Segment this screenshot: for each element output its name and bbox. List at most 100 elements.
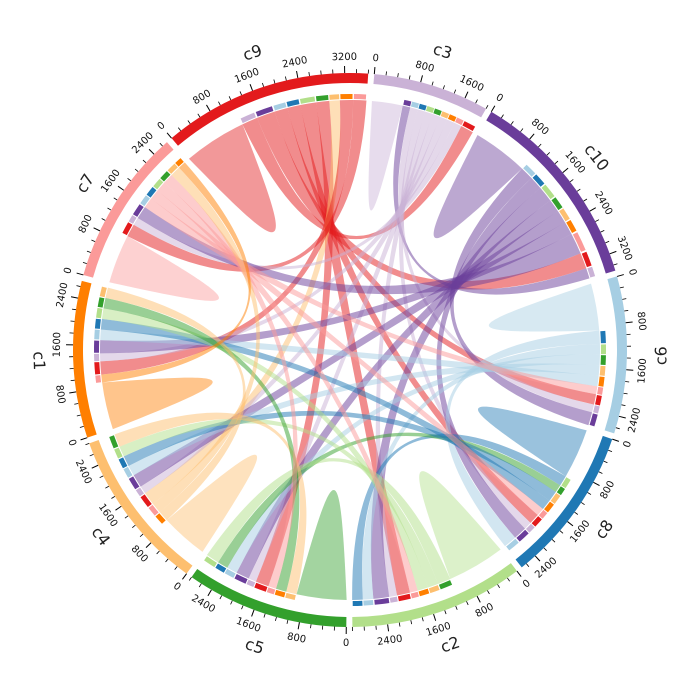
major-tick <box>387 624 390 632</box>
minor-tick <box>546 152 551 156</box>
strip-c8-to-c5 <box>556 486 565 496</box>
strip-c9-to-c3 <box>240 112 256 124</box>
self-chord-c5 <box>296 489 347 600</box>
tick-label-c6-0: 0 <box>626 268 638 277</box>
strip-c4-to-c1 <box>155 513 166 524</box>
strip-c6-to-c9 <box>595 394 602 406</box>
minor-tick <box>526 563 530 567</box>
major-tick <box>476 595 481 603</box>
tick-label-c1-2400: 2400 <box>55 282 71 309</box>
minor-tick <box>624 310 629 312</box>
self-chord-c1 <box>102 377 213 430</box>
strip-c3-to-c5 <box>433 108 442 116</box>
self-chord-c4 <box>166 454 258 552</box>
strip-c4-to-c6 <box>123 466 133 478</box>
major-tick <box>91 464 99 469</box>
minor-tick <box>500 114 504 119</box>
chord-c6-c2 <box>362 343 601 600</box>
chord-c3-c8 <box>398 109 531 529</box>
strip-c4-to-c9 <box>140 494 152 508</box>
tick-label-c9-2400: 2400 <box>281 55 308 71</box>
strip-c5-to-c8 <box>215 563 227 573</box>
strip-c9-to-c6 <box>273 102 287 111</box>
tick-label-c4-2400: 2400 <box>73 458 94 486</box>
tick-label-c5-1600: 1600 <box>234 616 262 635</box>
tick-label-c2-2400: 2400 <box>377 634 404 648</box>
segment-label-c3: c3 <box>431 39 455 63</box>
tick-label-c5-800: 800 <box>286 631 307 645</box>
segment-arc-c10 <box>486 111 616 274</box>
strip-c1-to-c6 <box>94 329 100 340</box>
minor-tick <box>621 404 626 406</box>
tick-label-c6-800: 800 <box>635 311 648 331</box>
major-tick <box>618 415 626 419</box>
strip-c9-to-c10 <box>255 106 274 117</box>
tick-label-c9-1600: 1600 <box>233 67 261 86</box>
minor-tick <box>397 73 399 78</box>
tick-label-c3-1600: 1600 <box>458 74 486 95</box>
tick-label-c8-1600: 1600 <box>568 518 592 545</box>
major-tick <box>117 185 125 191</box>
minor-tick <box>453 89 457 94</box>
strip-c6-to-c1 <box>598 376 605 387</box>
tick-label-c10-2400: 2400 <box>592 190 614 218</box>
strip-c7-to-c2 <box>153 178 164 190</box>
major-tick <box>516 570 522 577</box>
strip-c5-to-c3 <box>246 579 256 588</box>
major-tick <box>251 609 255 617</box>
strip-c6-to-c3 <box>593 405 600 414</box>
minor-tick <box>408 75 411 80</box>
major-tick <box>609 250 617 255</box>
major-tick <box>593 481 600 487</box>
major-tick <box>625 321 633 324</box>
tick-label-c6-2400: 2400 <box>627 407 644 434</box>
minor-tick <box>134 168 139 172</box>
self-chord-c2 <box>419 471 501 580</box>
minor-tick <box>91 239 96 242</box>
minor-tick <box>600 230 605 233</box>
strip-c6-to-c10 <box>589 413 598 427</box>
major-tick <box>612 438 620 442</box>
minor-tick <box>187 120 191 124</box>
minor-tick <box>142 159 147 164</box>
segment-arc-c7 <box>83 142 174 278</box>
chord-c9-c10 <box>257 111 587 290</box>
self-chord-links <box>102 100 600 600</box>
tick-label-c10-800: 800 <box>529 117 551 138</box>
strip-c10-to-c1 <box>566 219 577 233</box>
chord-c6-c4 <box>128 363 600 476</box>
minor-tick <box>230 600 233 605</box>
minor-tick <box>421 617 424 622</box>
segment-label-c7: c7 <box>72 170 98 196</box>
major-tick <box>373 67 376 75</box>
minor-tick <box>576 188 581 192</box>
strip-c4-to-c10 <box>128 476 140 490</box>
tick-label-c3-800: 800 <box>414 59 435 75</box>
major-tick <box>93 227 101 232</box>
minor-tick <box>218 101 221 106</box>
minor-tick <box>543 547 547 551</box>
minor-tick <box>273 79 276 84</box>
tick-label-c10-0: 0 <box>494 92 505 105</box>
tick-label-c9-0: 0 <box>156 120 168 133</box>
tick-label-c1-0: 0 <box>65 438 77 448</box>
tick-label-c9-3200: 3200 <box>332 52 358 63</box>
minor-tick <box>285 76 287 81</box>
strip-c10-to-c9 <box>581 251 592 268</box>
tick-label-c8-2400: 2400 <box>533 556 559 581</box>
minor-tick <box>177 127 182 131</box>
minor-tick <box>551 539 556 543</box>
minor-tick <box>475 99 478 104</box>
strip-c1-to-c3 <box>94 353 100 362</box>
strip-c10-to-c2 <box>541 184 555 200</box>
major-tick <box>534 555 541 562</box>
self-chord-c8 <box>477 406 587 477</box>
minor-tick <box>263 613 266 618</box>
chord-links <box>100 99 601 600</box>
self-chord-c6 <box>488 283 600 332</box>
strip-c8-to-c9 <box>531 516 542 527</box>
tick-label-c4-0: 0 <box>171 581 183 594</box>
major-tick <box>490 105 496 113</box>
strip-c9-to-c8 <box>286 99 300 107</box>
